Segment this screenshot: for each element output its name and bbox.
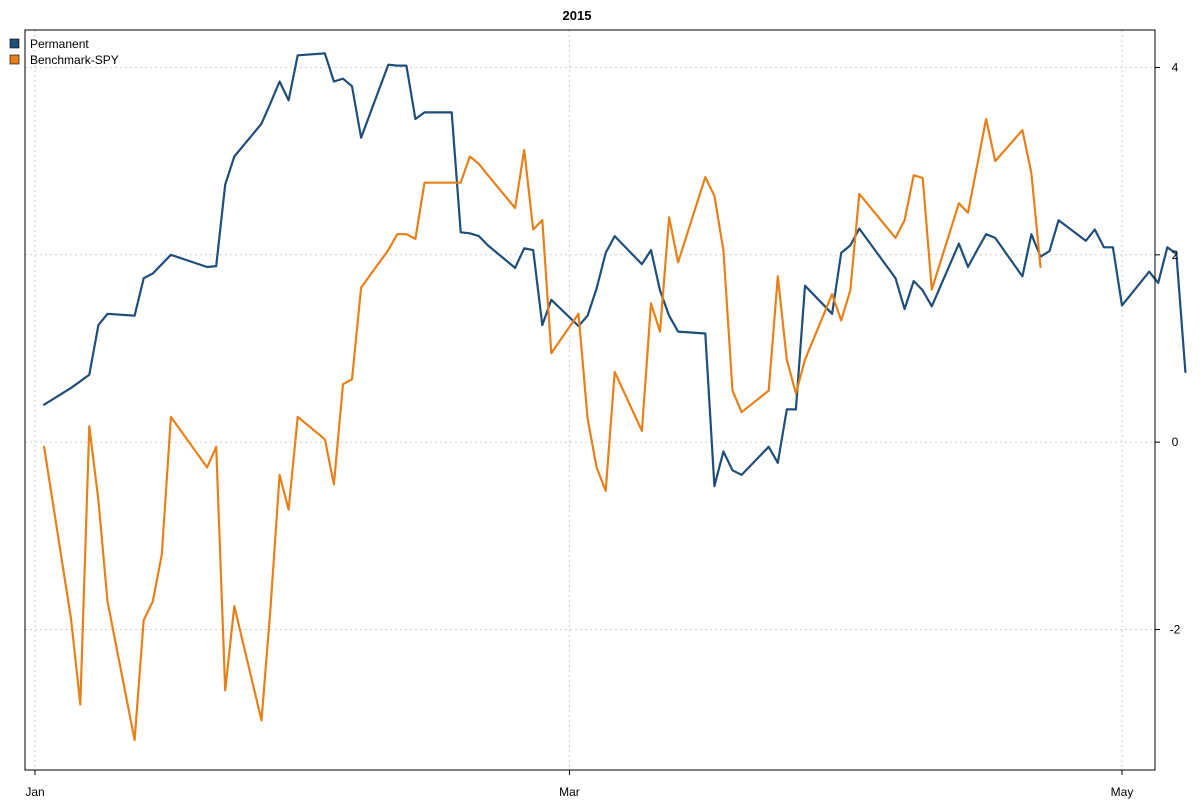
x-tick-label: May	[1111, 785, 1134, 799]
y-tick-label: -2	[1170, 622, 1181, 636]
plot-frame	[24, 29, 1156, 771]
y-axis: -2 0 2 4	[1155, 60, 1181, 636]
legend-swatch-permanent	[9, 38, 20, 49]
series-line-permanent	[42, 52, 1187, 488]
x-axis: Jan Mar May	[25, 770, 1133, 799]
y-tick-label: 4	[1172, 60, 1179, 74]
legend-label-permanent: Permanent	[30, 37, 89, 51]
legend: Permanent Benchmark-SPY	[9, 37, 119, 67]
legend-swatch-benchmark-spy	[9, 54, 20, 65]
series-layer	[42, 52, 1187, 742]
x-tick-label: Jan	[25, 785, 44, 799]
series-line-benchmark-spy	[42, 117, 1042, 742]
x-tick-label: Mar	[559, 785, 580, 799]
legend-label-benchmark-spy: Benchmark-SPY	[30, 53, 119, 67]
chart-title: 2015	[563, 8, 592, 23]
y-tick-label: 2	[1172, 248, 1179, 262]
grid	[25, 30, 1155, 770]
y-tick-label: 0	[1172, 435, 1179, 449]
